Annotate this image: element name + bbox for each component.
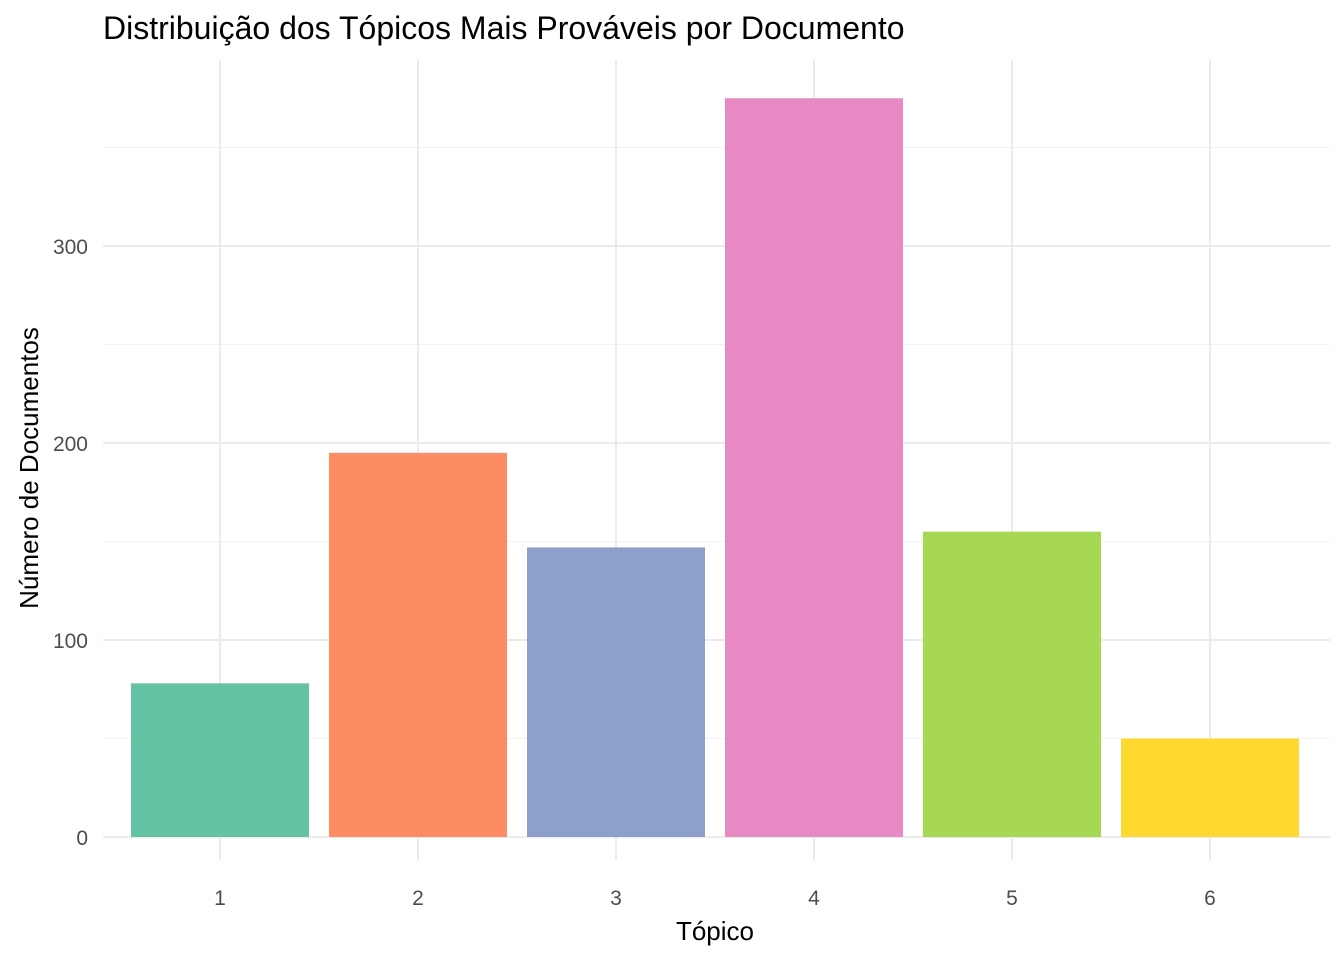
x-axis-tick-labels: 1 2 3 4 5 6 <box>214 887 1216 910</box>
bar-topic-3 <box>527 547 705 837</box>
x-tick-label: 2 <box>412 887 424 910</box>
x-tick-label: 5 <box>1006 887 1018 910</box>
bar-topic-6 <box>1121 738 1299 837</box>
x-tick-label: 3 <box>610 887 622 910</box>
x-tick-label: 6 <box>1204 887 1216 910</box>
y-axis-tick-labels: 0 100 200 300 <box>53 236 88 850</box>
bar-topic-4 <box>725 98 903 837</box>
x-axis-title: Tópico <box>676 916 754 946</box>
y-tick-label: 200 <box>53 433 88 456</box>
x-tick-label: 4 <box>808 887 820 910</box>
y-tick-label: 0 <box>76 827 88 850</box>
bar-topic-2 <box>329 452 507 837</box>
y-tick-label: 300 <box>53 236 88 259</box>
x-tick-label: 1 <box>214 887 226 910</box>
y-axis-title: Número de Documentos <box>14 327 44 609</box>
bar-topic-1 <box>131 683 309 837</box>
bars <box>131 98 1299 837</box>
chart-title: Distribuição dos Tópicos Mais Prováveis … <box>103 10 905 46</box>
y-tick-label: 100 <box>53 630 88 653</box>
bar-topic-5 <box>923 531 1101 837</box>
